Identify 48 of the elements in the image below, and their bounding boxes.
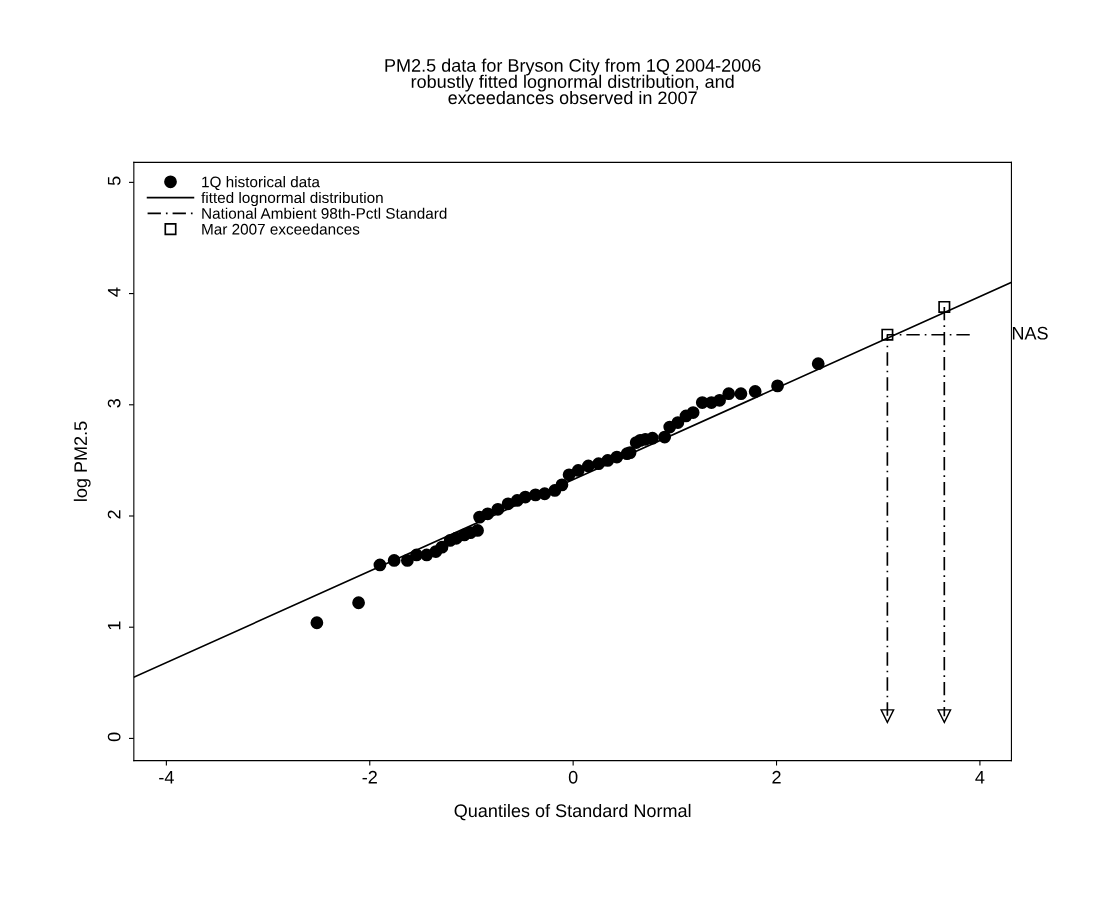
x-axis-title: Quantiles of Standard Normal	[454, 803, 691, 821]
point	[938, 300, 951, 313]
point	[713, 393, 726, 407]
point	[471, 524, 484, 537]
point	[582, 459, 595, 473]
y-tick-label: 5	[107, 176, 121, 186]
x-tick-label: -4	[159, 771, 174, 784]
point	[937, 709, 952, 724]
point	[387, 554, 401, 567]
point	[734, 387, 748, 401]
point	[538, 487, 552, 501]
legend-label: National Ambient 98th-Pctl Standard	[202, 207, 447, 219]
x-tick-label: 2	[772, 770, 781, 784]
point	[555, 478, 569, 492]
point	[658, 430, 672, 444]
chart-title: PM2.5 data for Bryson City from 1Q 2004-2006 robustly fitted lognormal distribution, and exceedances observed in 2007	[385, 58, 761, 105]
x-tick-label: -2	[362, 770, 377, 784]
point	[748, 385, 762, 398]
point	[771, 379, 784, 393]
legend-label: fitted lognormal distribution	[201, 191, 383, 207]
point	[400, 554, 414, 567]
point	[880, 709, 895, 724]
x-tick-label: 4	[975, 771, 985, 784]
y-tick-label: 4	[107, 287, 121, 297]
point	[686, 406, 700, 419]
point	[881, 328, 894, 341]
legend-label: Mar 2007 exceedances	[202, 223, 360, 235]
point	[571, 464, 585, 477]
point	[518, 490, 532, 504]
point	[373, 558, 387, 572]
point	[352, 596, 365, 610]
point	[722, 387, 736, 401]
text: NAS	[1012, 326, 1048, 340]
x-tick-label: 0	[568, 770, 578, 784]
point	[310, 616, 324, 630]
point	[491, 502, 505, 516]
point	[671, 416, 685, 429]
point	[811, 357, 825, 371]
y-tick-label: 0	[107, 732, 121, 742]
y-tick-label: 2	[107, 510, 121, 519]
point	[410, 548, 423, 562]
point	[610, 450, 624, 464]
y-tick-label: 3	[107, 399, 121, 408]
y-axis-title: log PM2.5	[73, 421, 91, 501]
point	[646, 431, 659, 445]
y-tick-label: 1	[107, 621, 121, 630]
legend-label: 1Q historical data	[202, 176, 320, 191]
point	[481, 507, 495, 521]
